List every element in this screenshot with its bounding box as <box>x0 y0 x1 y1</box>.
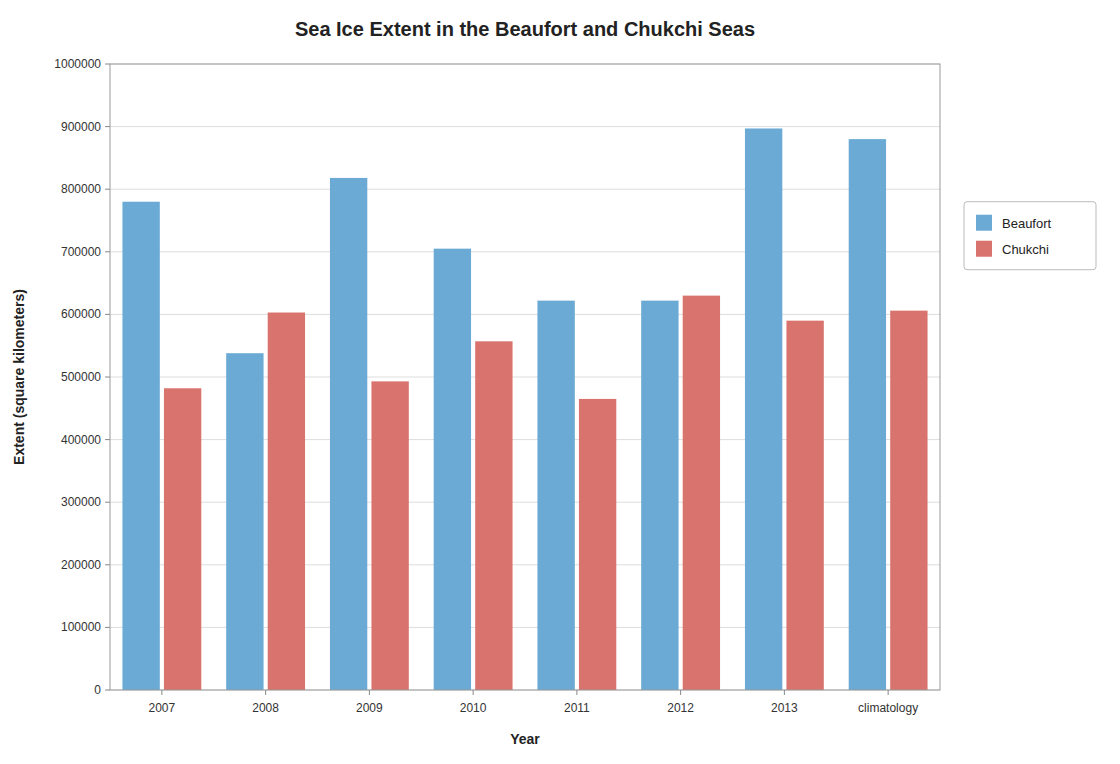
y-tick-label: 600000 <box>61 307 101 321</box>
y-axis-label: Extent (square kilometers) <box>11 289 27 465</box>
x-tick-label: 2010 <box>460 701 487 715</box>
bar <box>268 313 305 690</box>
legend-label: Beaufort <box>1002 216 1052 231</box>
x-tick-label: 2009 <box>356 701 383 715</box>
chart-container: Sea Ice Extent in the Beaufort and Chukc… <box>0 0 1120 764</box>
y-tick-label: 100000 <box>61 620 101 634</box>
x-tick <box>888 690 889 695</box>
x-axis: 2007 2008 2009 2010 2011 2012 2013 climatology <box>149 690 919 715</box>
bar <box>890 311 927 690</box>
y-tick-label: 700000 <box>61 245 101 259</box>
y-tick <box>105 564 110 565</box>
bar <box>330 178 367 690</box>
y-tick-label: 900000 <box>61 120 101 134</box>
y-tick <box>105 251 110 252</box>
x-tick <box>784 690 785 695</box>
x-tick-label: climatology <box>858 701 918 715</box>
bar <box>641 301 678 690</box>
grid-line <box>110 189 940 190</box>
legend-swatch <box>976 215 992 231</box>
series-bars <box>164 296 928 690</box>
x-tick <box>576 690 577 695</box>
x-tick-label: 2011 <box>564 701 590 715</box>
y-tick-label: 0 <box>94 683 101 697</box>
y-tick-label: 800000 <box>61 182 101 196</box>
y-tick <box>105 314 110 315</box>
bar <box>537 301 574 690</box>
x-tick <box>265 690 266 695</box>
y-tick <box>105 502 110 503</box>
x-axis-label: Year <box>510 731 540 747</box>
bars <box>122 128 927 690</box>
x-tick <box>161 690 162 695</box>
legend-box <box>964 202 1096 270</box>
bar <box>849 139 886 690</box>
grid <box>110 64 940 690</box>
bar <box>579 399 616 690</box>
chart-svg: Sea Ice Extent in the Beaufort and Chukc… <box>0 0 1120 764</box>
bar <box>475 341 512 690</box>
legend: Beaufort Chukchi <box>964 202 1096 270</box>
x-tick-label: 2008 <box>252 701 279 715</box>
x-tick <box>473 690 474 695</box>
grid-line <box>110 314 940 315</box>
bar <box>683 296 720 690</box>
bar <box>164 388 201 690</box>
y-tick-label: 200000 <box>61 558 101 572</box>
bar <box>371 381 408 690</box>
y-tick <box>105 627 110 628</box>
y-tick <box>105 690 110 691</box>
y-tick <box>105 189 110 190</box>
grid-line <box>110 126 940 127</box>
y-tick-label: 300000 <box>61 495 101 509</box>
x-tick-label: 2012 <box>667 701 694 715</box>
y-tick-label: 400000 <box>61 433 101 447</box>
series-bars <box>122 128 886 690</box>
x-tick <box>369 690 370 695</box>
title: Sea Ice Extent in the Beaufort and Chukc… <box>295 18 755 40</box>
x-tick-label: 2013 <box>771 701 798 715</box>
y-tick <box>105 439 110 440</box>
x-tick-label: 2007 <box>149 701 176 715</box>
y-tick-label: 1000000 <box>54 57 101 71</box>
plot-frame <box>110 64 940 690</box>
y-tick <box>105 126 110 127</box>
legend-swatch <box>976 241 992 257</box>
y-tick-label: 500000 <box>61 370 101 384</box>
bar <box>786 321 823 690</box>
bar <box>745 128 782 690</box>
grid-line <box>110 251 940 252</box>
bar <box>122 202 159 690</box>
x-tick <box>680 690 681 695</box>
bar <box>226 353 263 690</box>
y-axis: 0 100000 200000 300000 400000 500000 600000 700… <box>54 57 110 697</box>
bar <box>434 249 471 690</box>
y-tick <box>105 64 110 65</box>
y-tick <box>105 377 110 378</box>
legend-label: Chukchi <box>1002 242 1049 257</box>
